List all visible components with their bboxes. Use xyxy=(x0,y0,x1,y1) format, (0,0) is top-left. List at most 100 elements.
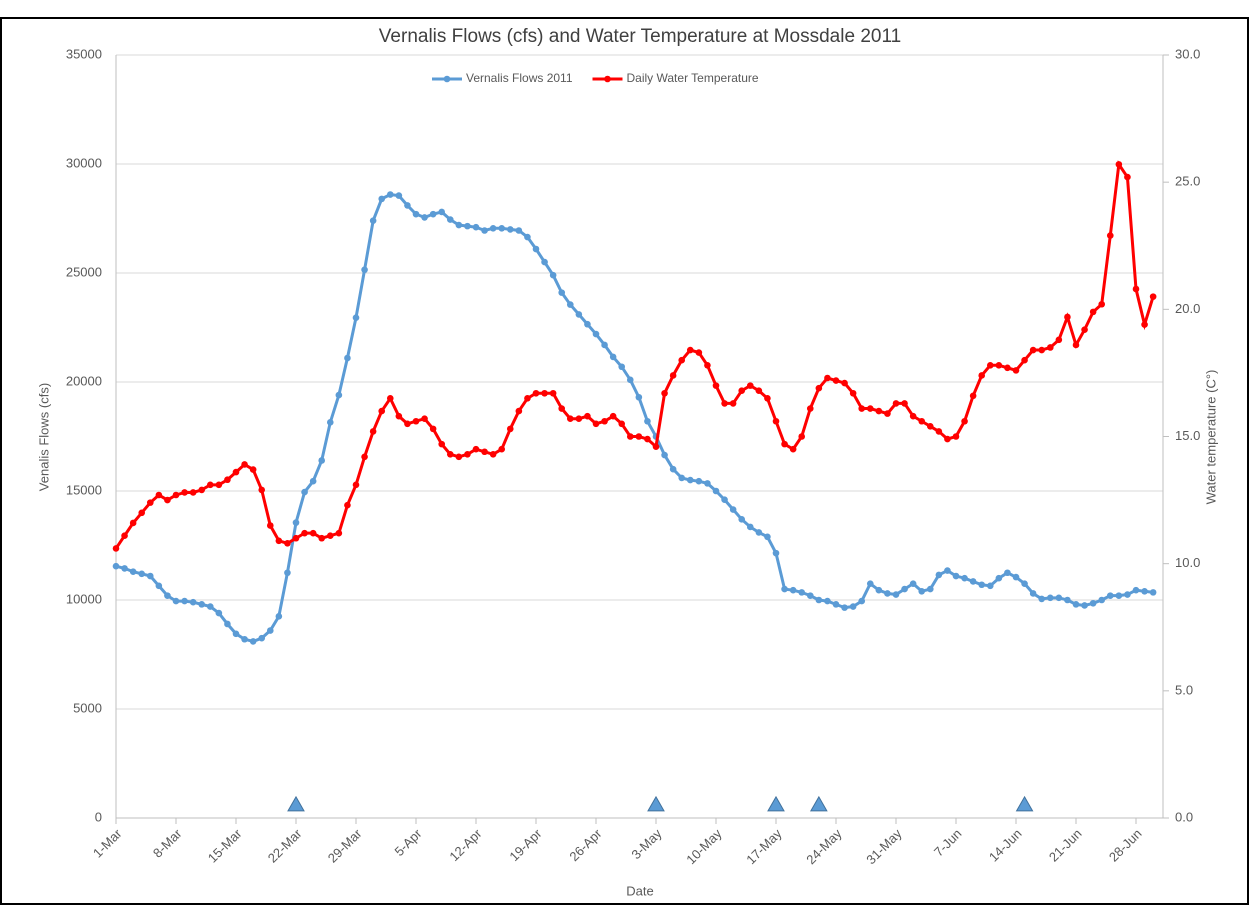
point xyxy=(858,405,866,412)
point xyxy=(1098,300,1106,308)
point xyxy=(369,217,377,224)
point xyxy=(284,569,291,577)
point xyxy=(121,565,128,572)
point xyxy=(721,400,728,407)
point xyxy=(309,529,317,537)
point xyxy=(815,596,823,604)
point xyxy=(1115,161,1123,168)
point xyxy=(944,435,951,443)
point xyxy=(129,568,137,575)
point xyxy=(892,591,900,598)
point xyxy=(926,585,934,593)
chart-title: Vernalis Flows (cfs) and Water Temperatu… xyxy=(379,26,901,47)
point xyxy=(678,474,686,482)
point xyxy=(1064,596,1071,604)
point xyxy=(1149,293,1157,300)
point xyxy=(284,540,291,547)
point xyxy=(155,491,163,499)
point xyxy=(1089,599,1097,607)
point xyxy=(566,301,574,308)
point xyxy=(524,233,531,241)
point xyxy=(686,476,694,484)
point xyxy=(266,627,274,634)
point xyxy=(1141,587,1148,595)
point xyxy=(112,545,120,552)
point xyxy=(909,580,917,587)
point xyxy=(395,412,403,420)
point xyxy=(344,501,351,509)
point xyxy=(635,433,643,440)
point xyxy=(515,407,523,415)
point xyxy=(832,601,840,608)
point xyxy=(472,445,480,453)
point xyxy=(755,529,763,536)
point xyxy=(704,480,711,487)
point xyxy=(832,377,840,384)
point xyxy=(798,589,806,596)
point xyxy=(738,516,746,523)
point xyxy=(498,445,506,453)
point xyxy=(506,425,514,433)
point xyxy=(524,395,531,402)
point xyxy=(1012,573,1020,581)
point xyxy=(549,271,557,279)
triangle-marker xyxy=(809,795,828,812)
point xyxy=(489,225,497,232)
point xyxy=(446,216,454,223)
point xyxy=(918,417,926,425)
point xyxy=(944,567,951,574)
point xyxy=(644,417,651,425)
point xyxy=(978,581,986,589)
point xyxy=(935,428,943,435)
y2-tick-label: 20.0 xyxy=(1175,301,1200,316)
point xyxy=(1029,590,1037,597)
point xyxy=(1064,313,1071,321)
point xyxy=(789,445,797,453)
point xyxy=(172,597,180,605)
point xyxy=(361,453,368,461)
triangle-marker xyxy=(287,795,305,812)
point xyxy=(686,346,694,354)
point xyxy=(746,382,754,389)
point xyxy=(404,202,411,209)
point xyxy=(189,489,197,496)
point xyxy=(481,227,488,234)
point xyxy=(301,529,308,537)
point xyxy=(266,522,274,529)
point xyxy=(438,208,446,216)
y-tick-label: 35000 xyxy=(66,46,102,61)
point xyxy=(1021,356,1028,364)
point xyxy=(592,420,600,428)
point xyxy=(969,578,977,585)
point xyxy=(1089,308,1097,316)
point xyxy=(635,393,643,401)
point xyxy=(421,214,428,221)
point xyxy=(669,372,677,379)
point xyxy=(326,532,334,539)
point xyxy=(1098,596,1106,604)
point xyxy=(506,226,514,233)
point xyxy=(781,585,788,593)
point xyxy=(446,451,454,458)
point xyxy=(292,534,300,542)
point xyxy=(429,425,437,433)
point xyxy=(241,461,248,468)
y-tick-label: 20000 xyxy=(66,373,102,388)
point xyxy=(1124,173,1131,181)
point xyxy=(764,533,771,541)
point xyxy=(335,391,343,399)
point xyxy=(875,407,883,415)
legend-marker xyxy=(604,75,611,83)
point xyxy=(224,620,231,628)
point xyxy=(566,415,574,422)
point xyxy=(481,448,488,456)
point xyxy=(1055,336,1063,344)
point xyxy=(815,384,823,392)
point xyxy=(849,389,857,397)
point xyxy=(609,353,617,361)
point xyxy=(1029,346,1037,354)
point xyxy=(352,481,360,489)
point xyxy=(849,603,857,610)
point xyxy=(866,405,874,412)
